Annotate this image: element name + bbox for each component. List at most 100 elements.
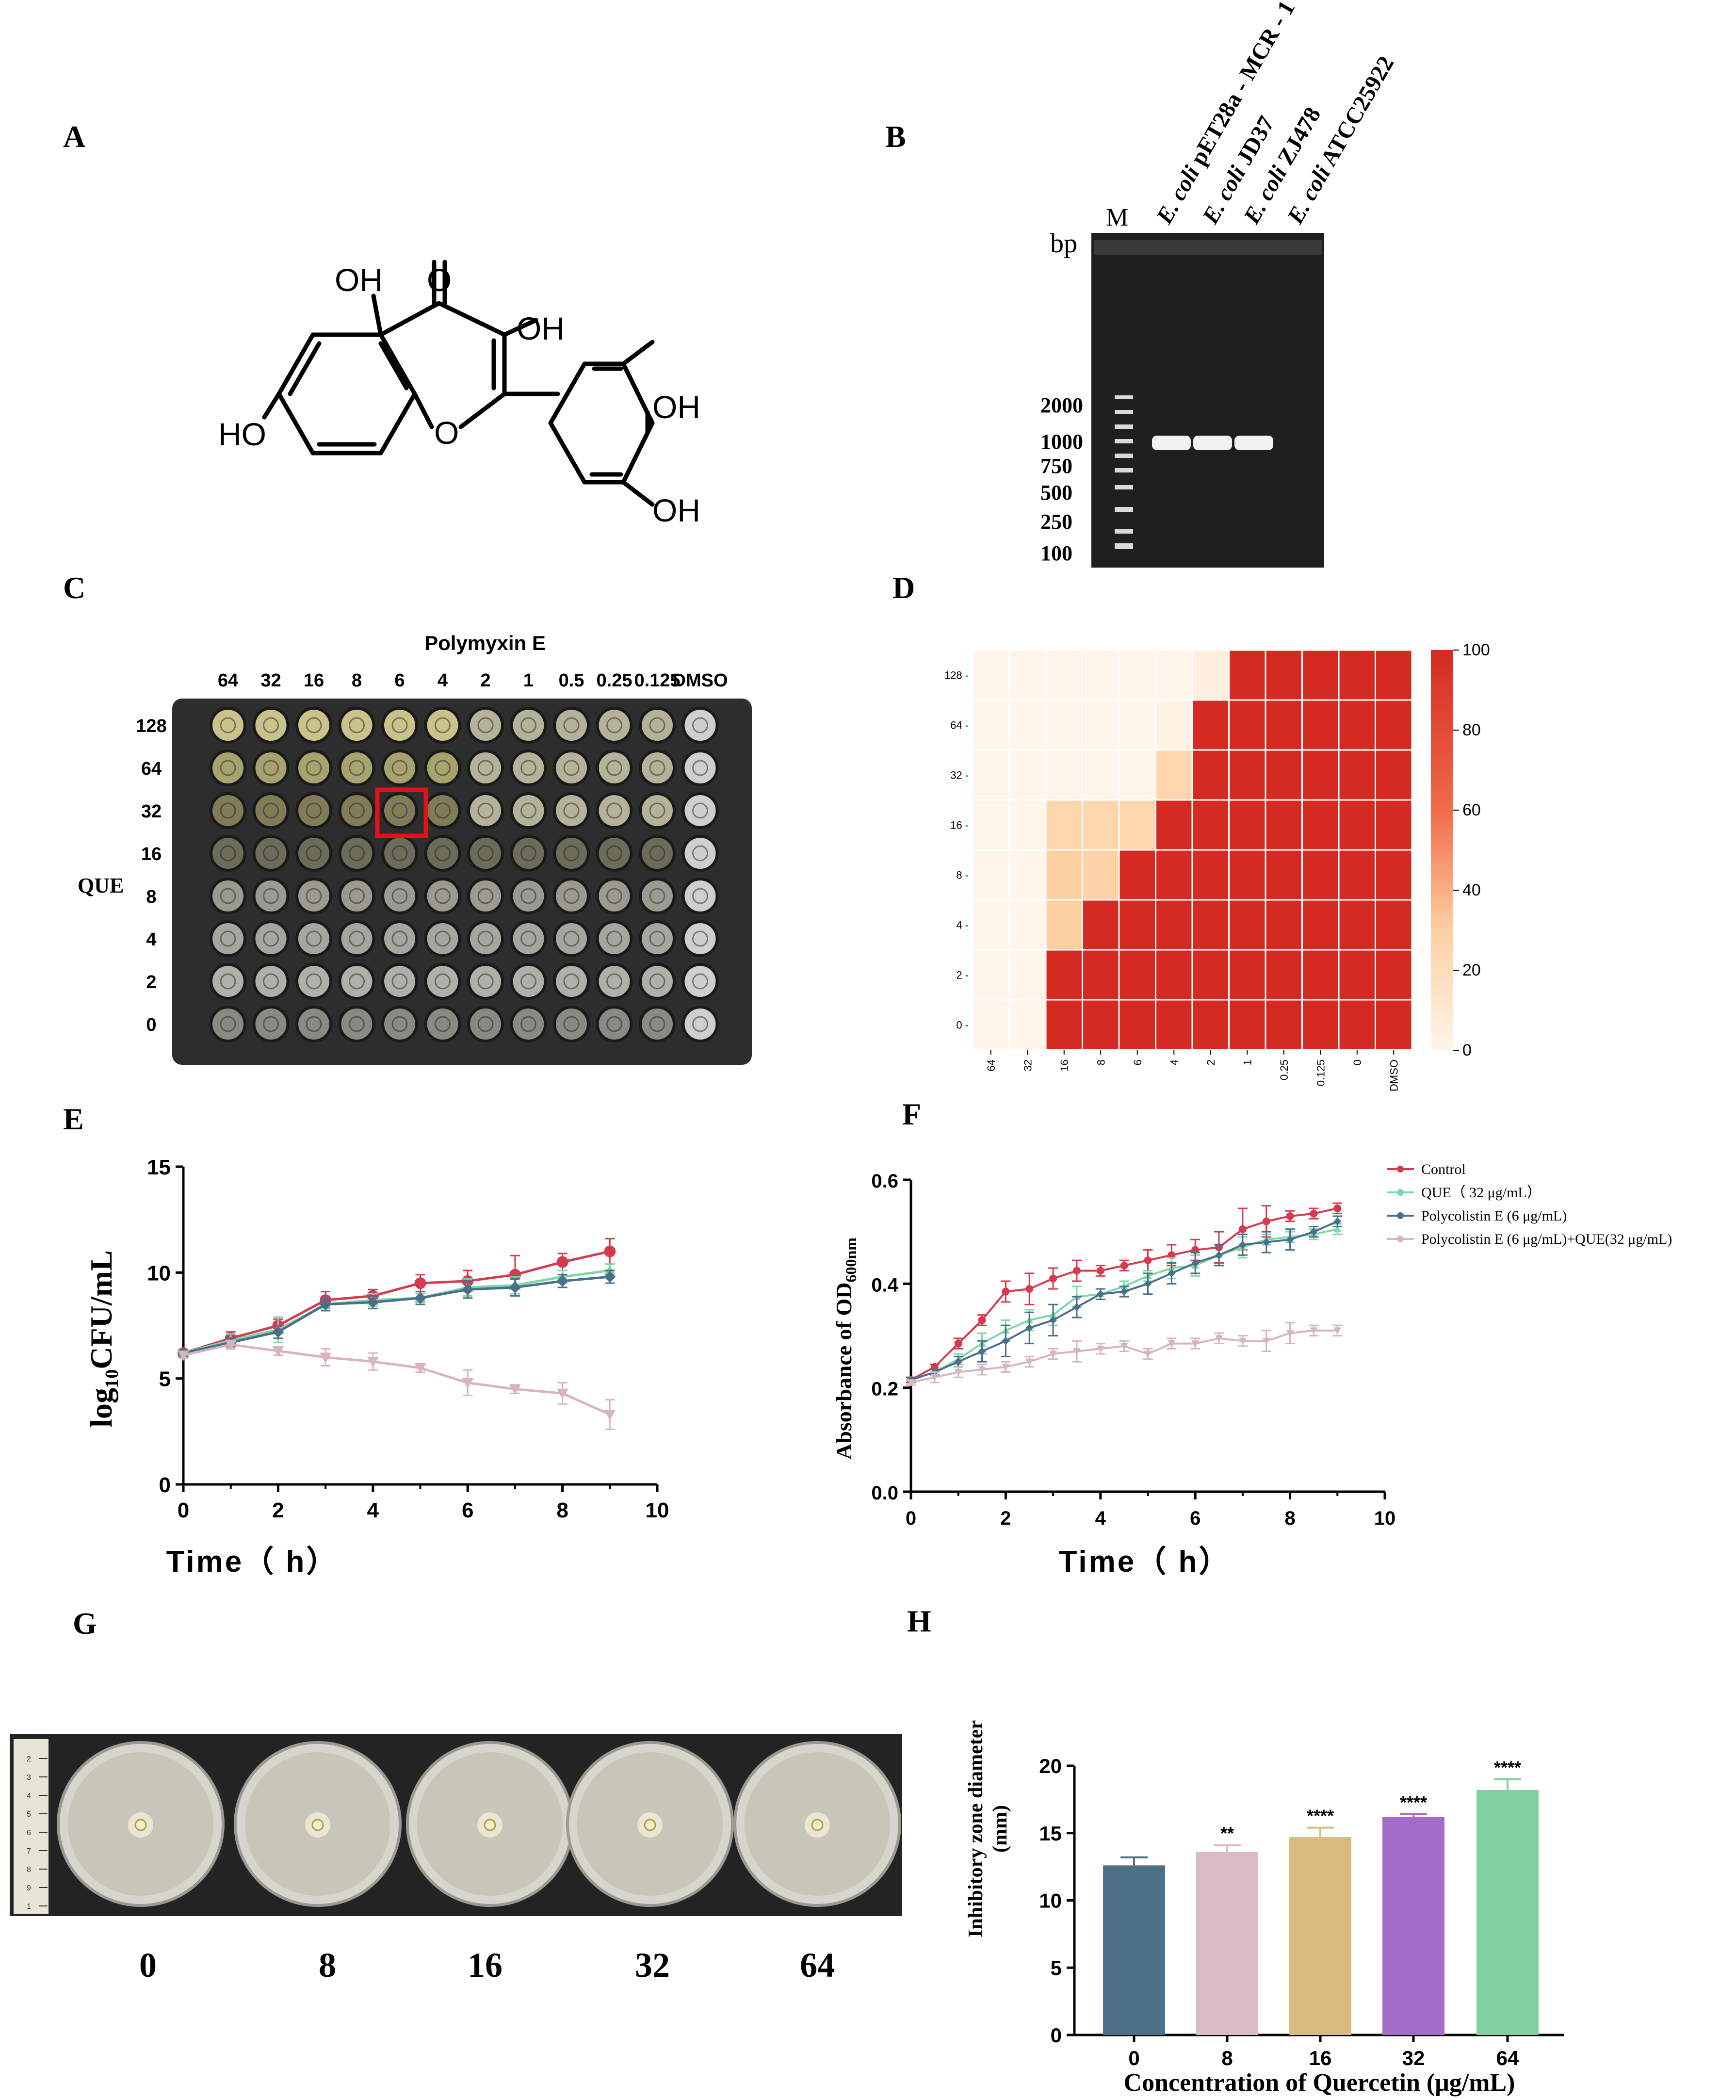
heatmap-cell xyxy=(972,899,1010,951)
plate-well xyxy=(384,838,415,869)
heatmap-cell xyxy=(1228,899,1266,951)
plate-well xyxy=(642,710,673,741)
data-point-combination xyxy=(1072,1348,1081,1355)
plate-well-center xyxy=(477,845,494,862)
plate-well-center xyxy=(435,888,451,904)
heatmap-cell xyxy=(1118,999,1156,1051)
heatmap-cell xyxy=(1082,899,1120,951)
plate-well-center xyxy=(306,760,322,776)
panel-label-b: B xyxy=(885,119,906,154)
plate-well-center xyxy=(306,973,322,990)
plate-well xyxy=(298,795,329,826)
data-point-control xyxy=(1002,1287,1010,1296)
heatmap-cell xyxy=(1008,899,1047,951)
plate-well xyxy=(642,880,673,912)
data-point-polycolistin xyxy=(272,1326,284,1338)
x-tick-label: 8 xyxy=(556,1498,568,1522)
bond-c2-o1 xyxy=(458,391,507,429)
heatmap-cell xyxy=(1118,849,1156,901)
plate-well-center xyxy=(520,930,536,947)
y-tick-label: 20 xyxy=(1039,1755,1062,1777)
bond-c3-oh xyxy=(502,318,538,337)
data-point-control xyxy=(1120,1261,1128,1270)
plate-well-center xyxy=(649,717,665,733)
ruler-mark-label: 9 xyxy=(27,1884,31,1892)
plate-well-center xyxy=(263,1016,279,1032)
heatmap-cell xyxy=(1265,899,1303,951)
data-point-polycolistin xyxy=(978,1347,986,1355)
ladder-band-500 xyxy=(1115,485,1133,489)
heatmap-y-label: 4 - xyxy=(956,919,969,931)
plate-row-label: 8 xyxy=(146,887,156,907)
heatmap-x-label: DMSO xyxy=(1388,1059,1400,1091)
data-point-polycolistin xyxy=(1286,1236,1294,1244)
data-point-polycolistin xyxy=(556,1275,568,1287)
chart-f-legend: Control QUE（ 32 μg/mL） Polycolistin E (6 μ… xyxy=(1387,1161,1672,1247)
data-point-control xyxy=(1262,1217,1270,1225)
plate-well xyxy=(556,880,587,912)
significance-label: **** xyxy=(1494,1758,1521,1777)
colorbar-tick-label: 80 xyxy=(1462,721,1481,739)
plate-panel: Polymyxin E 64 32 16 8 6 4 2 1 0.5 0.25 0.125DMSO … xyxy=(78,632,752,1065)
plate-well xyxy=(470,880,501,912)
heatmap-cell xyxy=(1155,899,1193,951)
ladder-band-250 xyxy=(1115,507,1133,512)
heatmap-cell xyxy=(1375,749,1413,801)
plate-well xyxy=(255,795,287,826)
plate-well-center xyxy=(520,760,536,776)
plate-well-center xyxy=(692,973,708,990)
gel-band-lane-2 xyxy=(1193,436,1232,450)
plate-well xyxy=(427,966,458,997)
heatmap-cell xyxy=(1338,849,1376,901)
data-point-polycolistin xyxy=(1120,1287,1128,1296)
plate-well xyxy=(255,710,287,741)
panel-label-a: A xyxy=(63,119,86,154)
dishes-panel: 2 3 4 5 6 7 8 9 1 0 8 16 32 64 xyxy=(10,1734,902,1985)
plate-row-label: 32 xyxy=(141,801,162,822)
heatmap-cell xyxy=(1008,949,1047,1001)
ruler-marks: 2 3 4 5 6 7 8 9 1 xyxy=(27,1755,48,1911)
data-point-control xyxy=(1144,1256,1152,1265)
heatmap-x-label: 32 xyxy=(1022,1059,1034,1071)
label-oh-c3p: OH xyxy=(652,389,700,425)
ladder-label-500: 500 xyxy=(1040,481,1072,505)
bond-c4a-c4 xyxy=(378,301,441,337)
panel-label-f: F xyxy=(902,1097,922,1131)
bar xyxy=(1103,1865,1165,2035)
y-tick-label: 15 xyxy=(1039,1822,1062,1845)
data-point-combination xyxy=(1049,1351,1057,1358)
chart-f-ylabel-sub: 600nm xyxy=(842,1237,860,1283)
plate-well-center xyxy=(306,1016,322,1032)
plate-well xyxy=(513,966,544,997)
data-point-polycolistin xyxy=(1238,1240,1247,1249)
plate-well-center xyxy=(649,845,665,862)
data-point-control xyxy=(1286,1212,1294,1221)
heatmap-cell xyxy=(1338,749,1376,801)
plate-well xyxy=(599,923,630,954)
x-tick-label: 64 xyxy=(1496,2047,1519,2069)
plate-well-center xyxy=(563,802,580,819)
series-combination xyxy=(906,1322,1343,1386)
legend-swatch-marker xyxy=(1397,1236,1404,1242)
plate-well-center xyxy=(520,717,536,733)
legend-label: Control xyxy=(1421,1161,1466,1177)
bond-c7-oh xyxy=(262,391,281,420)
heatmap-cell xyxy=(1155,799,1193,851)
plate-well xyxy=(212,1009,243,1040)
plate-wells xyxy=(210,707,719,1042)
quercetin-labels: OH O OH HO O OH OH xyxy=(218,262,700,528)
plate-well xyxy=(212,880,243,912)
x-tick-label: 0 xyxy=(178,1498,189,1522)
heatmap-cell xyxy=(1191,799,1230,851)
plate-well-center xyxy=(477,802,494,819)
data-point-combination xyxy=(1002,1364,1010,1371)
plate-row-label: 16 xyxy=(141,844,162,864)
plate-well-center xyxy=(692,930,708,947)
heatmap-cell xyxy=(1155,949,1193,1001)
plate-well xyxy=(599,838,630,869)
plate-well-center xyxy=(692,760,708,776)
data-point-polycolistin xyxy=(1262,1238,1270,1246)
plate-well-center xyxy=(220,845,236,862)
plate-well xyxy=(556,710,587,741)
